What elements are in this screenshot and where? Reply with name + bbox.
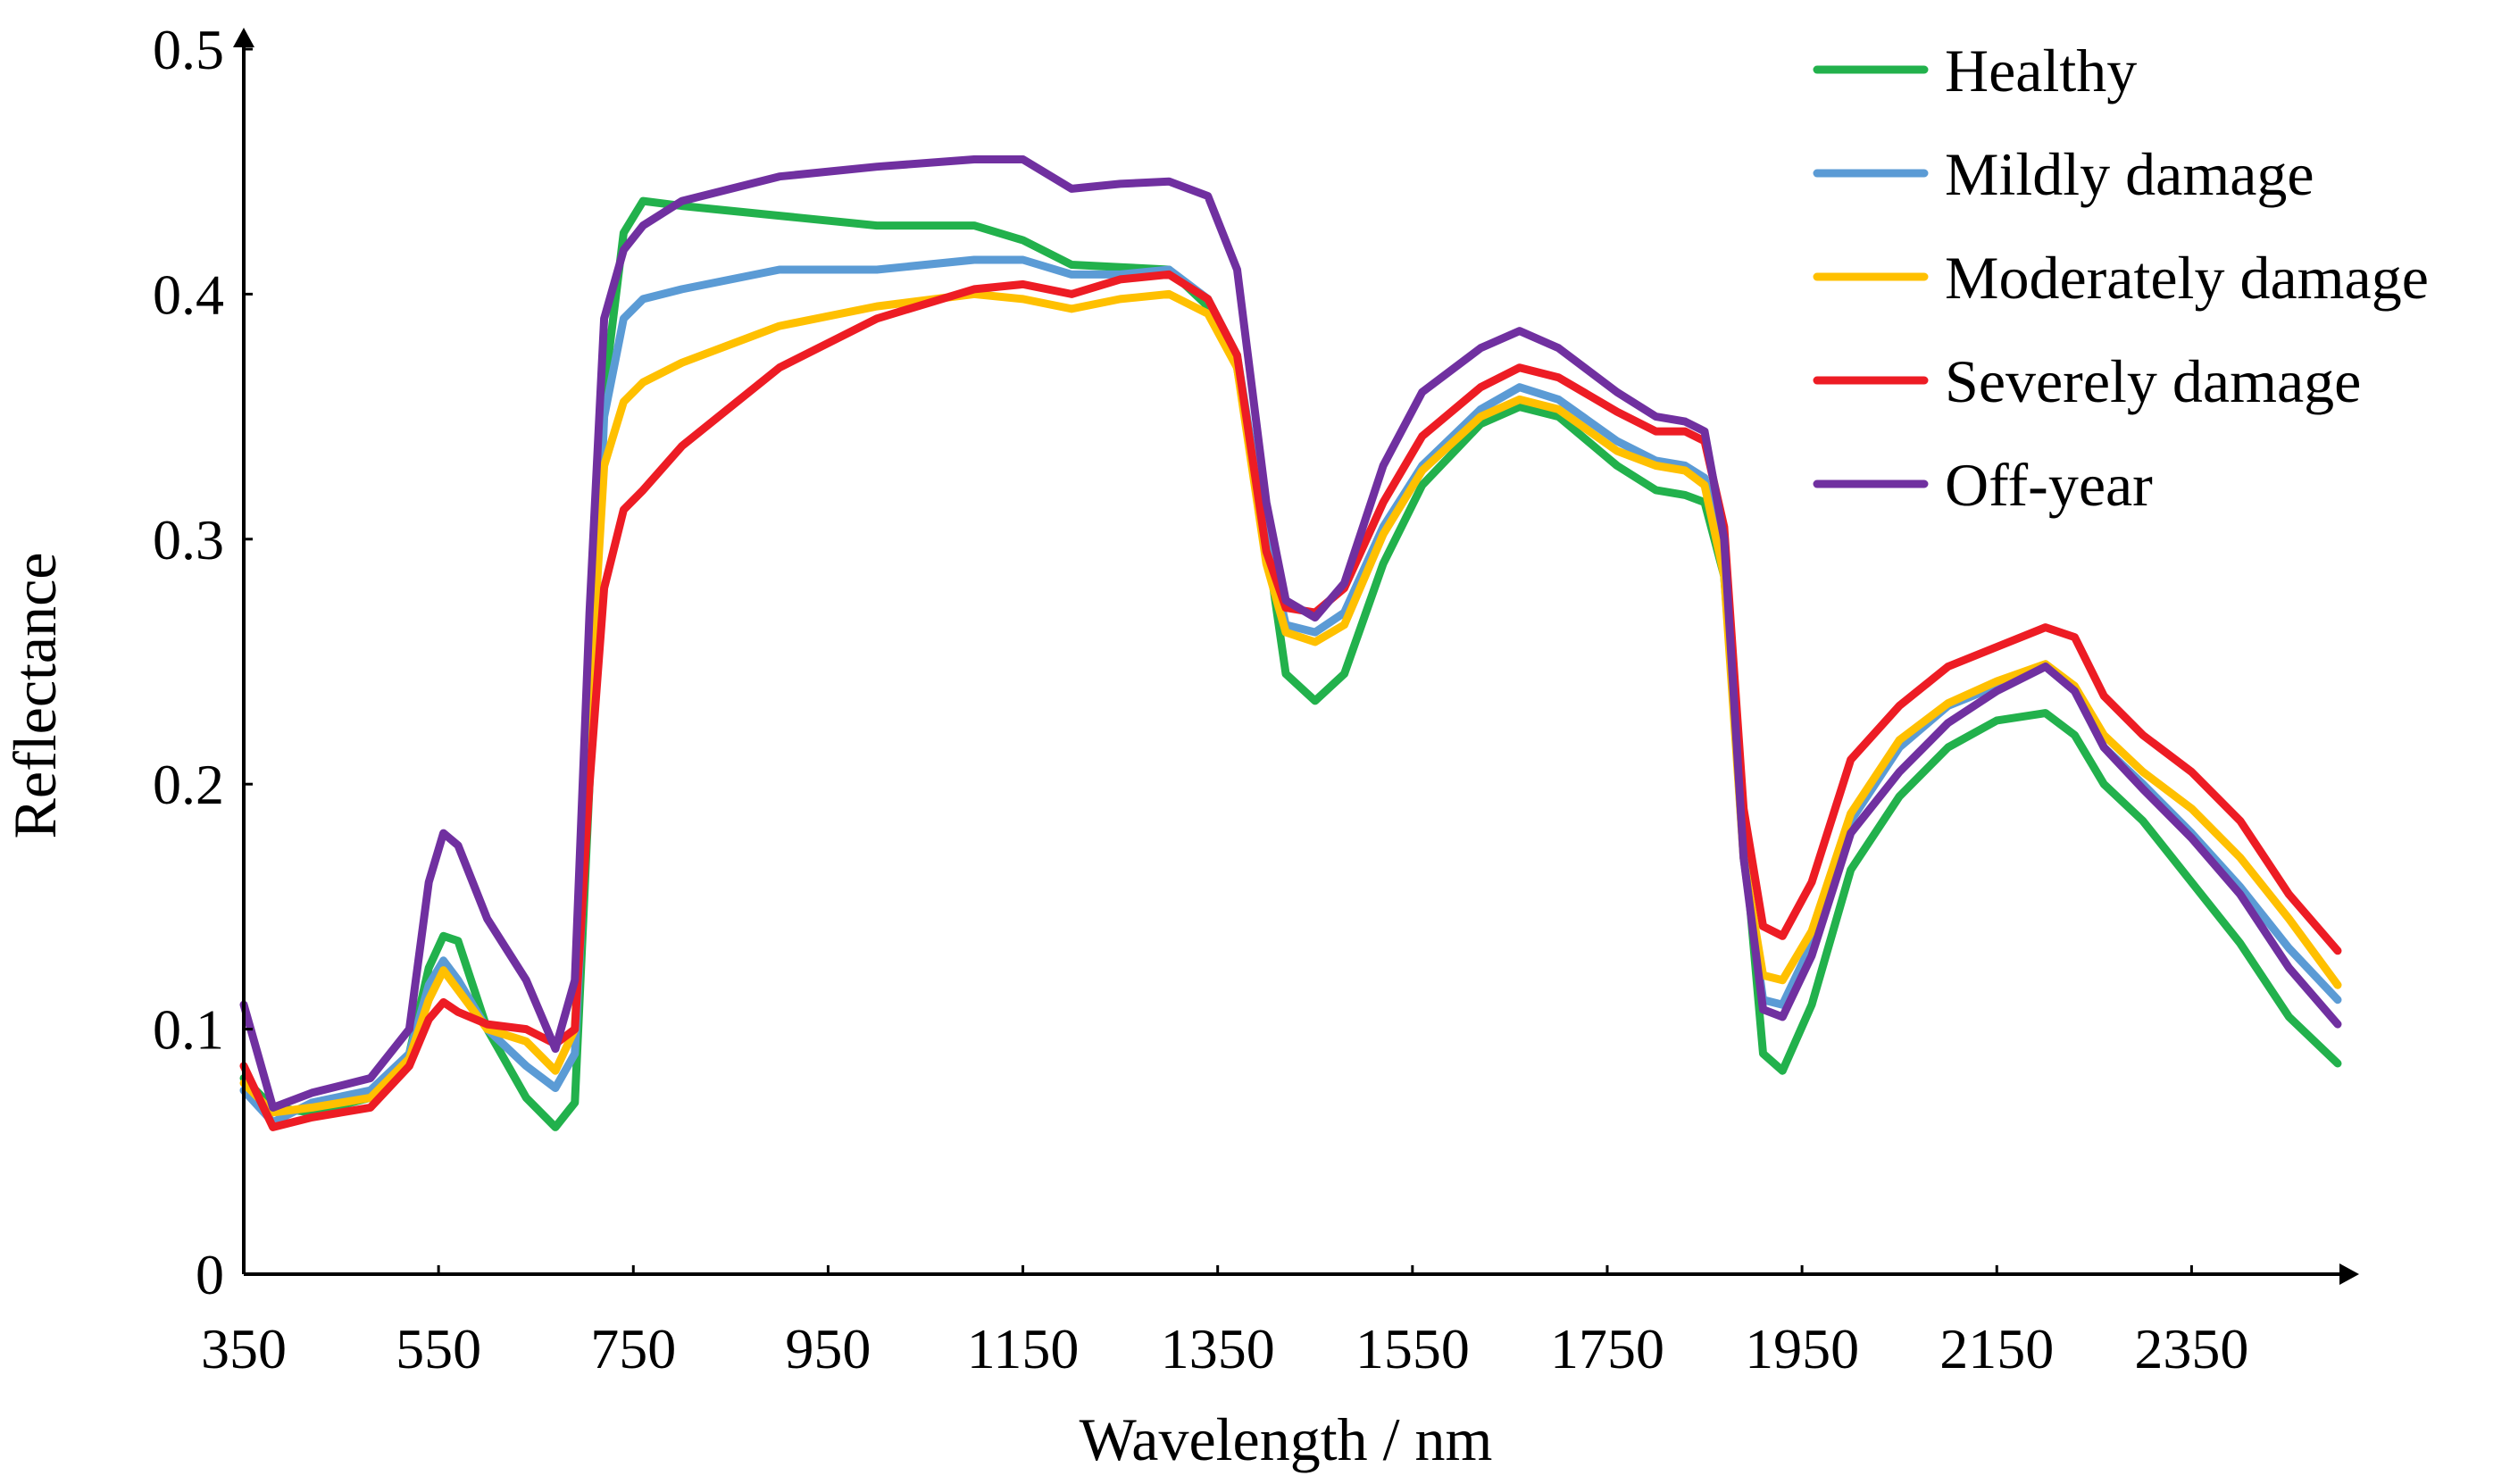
series-line-off-year bbox=[239, 155, 2342, 1112]
x-axis-title: Wavelength / nm bbox=[1080, 1405, 1493, 1473]
y-tick-label: 0.4 bbox=[153, 263, 224, 326]
x-tick-label: 750 bbox=[590, 1317, 676, 1380]
y-tick-label: 0.1 bbox=[153, 998, 224, 1062]
series-line-healthy bbox=[239, 196, 2342, 1131]
legend: Healthy Mildly damage Moderately damage Sev… bbox=[1813, 37, 2429, 519]
x-tick-label: 1750 bbox=[1550, 1317, 1664, 1380]
axes: 350 550 750 950 1150 1350 1550 1750 1950 2150 2350… bbox=[153, 18, 2359, 1380]
x-tick-label: 1950 bbox=[1745, 1317, 1859, 1380]
x-tick-label: 950 bbox=[785, 1317, 871, 1380]
x-axis-arrow bbox=[2339, 1263, 2359, 1285]
x-tick-label: 2350 bbox=[2134, 1317, 2248, 1380]
legend-label-healthy: Healthy bbox=[1945, 37, 2137, 104]
y-tick-label: 0.5 bbox=[153, 18, 224, 81]
series-line-moderately-damage bbox=[239, 289, 2342, 1117]
y-tick-label: 0.2 bbox=[153, 753, 224, 816]
x-tick-label: 2150 bbox=[1939, 1317, 2054, 1380]
series-layer bbox=[239, 155, 2342, 1131]
legend-label-off-year: Off-year bbox=[1945, 451, 2153, 519]
x-tick-label: 1350 bbox=[1161, 1317, 1275, 1380]
x-tick-label: 1150 bbox=[967, 1317, 1080, 1380]
x-tick-label: 550 bbox=[396, 1317, 481, 1380]
y-tick-label: 0.3 bbox=[153, 508, 224, 571]
legend-label-severely-damage: Severely damage bbox=[1945, 347, 2361, 415]
y-axis-title: Reflectance bbox=[1, 553, 69, 839]
x-tick-label: 1550 bbox=[1355, 1317, 1470, 1380]
legend-label-mildly-damage: Mildly damage bbox=[1945, 140, 2314, 208]
x-tick-label: 350 bbox=[201, 1317, 287, 1380]
y-tick-label: 0 bbox=[196, 1243, 224, 1306]
legend-label-moderately-damage: Moderately damage bbox=[1945, 244, 2429, 312]
y-axis-arrow bbox=[233, 28, 254, 47]
